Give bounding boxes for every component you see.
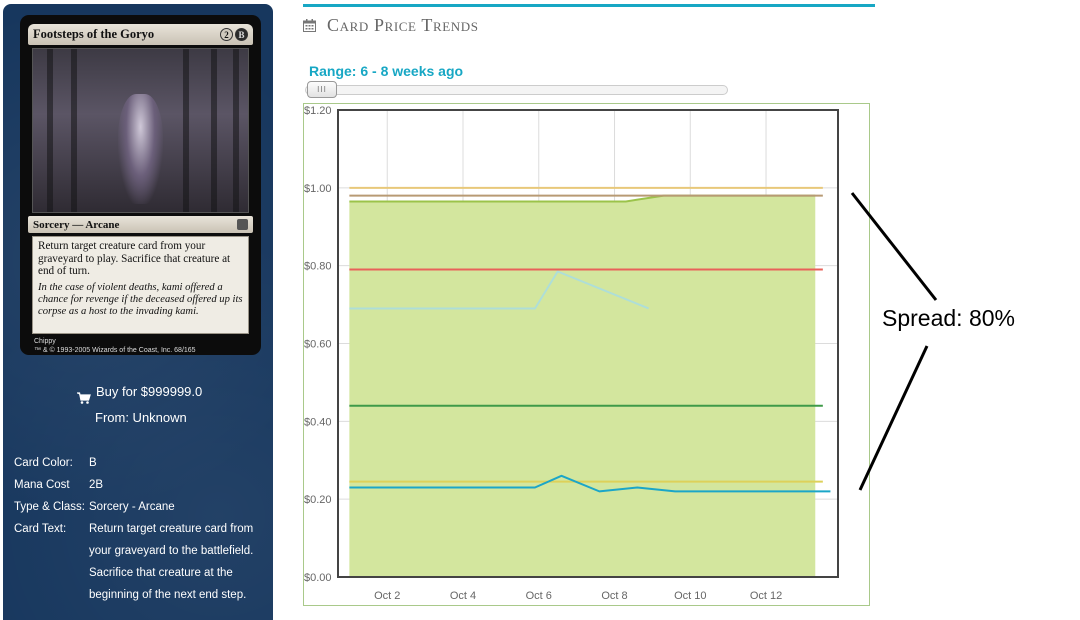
detail-value: Sorcery - Arcane — [89, 501, 175, 513]
calendar-icon — [303, 19, 316, 32]
series-line — [349, 474, 831, 493]
annotation-line-bottom — [858, 345, 929, 491]
x-tick-label: Oct 6 — [526, 590, 552, 602]
card-type-bar: Sorcery — Arcane — [28, 216, 253, 233]
series-line — [349, 270, 649, 310]
card-title-bar: Footsteps of the Goryo 2 B — [28, 24, 253, 45]
card-footer: Chippy ™ & © 1993-2005 Wizards of the Co… — [28, 337, 253, 355]
detail-row: Mana Cost 2B — [14, 474, 269, 496]
detail-label: Mana Cost — [14, 479, 70, 491]
spread-annotation: Spread: 80% — [882, 305, 1015, 331]
y-tick-label: $0.00 — [304, 572, 332, 584]
y-tick-label: $0.40 — [304, 416, 332, 428]
detail-value: Return target creature card from your gr… — [89, 523, 254, 601]
detail-value: B — [89, 457, 97, 469]
plot-border — [337, 109, 839, 578]
cart-icon — [77, 392, 91, 404]
mana-generic-icon: 2 — [220, 28, 233, 41]
x-tick-label: Oct 4 — [450, 590, 476, 602]
buy-source: From: Unknown — [95, 410, 187, 425]
y-tick-label: $1.20 — [304, 105, 332, 117]
range-slider-track[interactable] — [305, 85, 728, 95]
card-rules-text: Return target creature card from your gr… — [38, 240, 231, 277]
card-image: Footsteps of the Goryo 2 B Sorcery — Arc… — [20, 15, 261, 355]
detail-label: Card Color: — [14, 457, 73, 469]
section-divider — [303, 4, 875, 7]
price-chart-frame: $0.00 $0.20 $0.40 $0.60 $0.80 $1.00 $1.20 Oct 2… — [303, 103, 870, 606]
card-artwork — [32, 48, 249, 213]
detail-label: Type & Class: — [14, 501, 85, 513]
price-chart: $0.00 $0.20 $0.40 $0.60 $0.80 $1.00 $1.20 Oct 2… — [304, 105, 839, 602]
card-artist: Chippy — [34, 338, 56, 345]
card-panel: Footsteps of the Goryo 2 B Sorcery — Arc… — [3, 4, 273, 620]
section-title: Card Price Trends — [327, 15, 479, 35]
card-flavor-text: In the case of violent deaths, kami offe… — [38, 281, 243, 317]
y-tick-label: $0.80 — [304, 261, 332, 273]
detail-row: Card Text: Return target creature card f… — [14, 518, 269, 606]
card-textbox: Return target creature card from your gr… — [32, 236, 249, 334]
buy-price[interactable]: Buy for $999999.0 — [96, 384, 203, 399]
card-copyright: ™ & © 1993-2005 Wizards of the Coast, In… — [34, 347, 196, 354]
range-label: Range: 6 - 8 weeks ago — [309, 63, 464, 79]
kami-figure — [118, 94, 163, 204]
detail-label: Card Text: — [14, 523, 67, 535]
x-tick-label: Oct 8 — [601, 590, 627, 602]
y-tick-label: $0.20 — [304, 494, 332, 506]
annotation-line-top — [850, 192, 938, 301]
x-tick-label: Oct 2 — [374, 590, 400, 602]
detail-value: 2B — [89, 479, 104, 491]
y-tick-label: $1.00 — [304, 183, 332, 195]
card-type-line: Sorcery — Arcane — [33, 218, 120, 231]
card-details: Card Color: B Mana Cost 2B Type & Class:… — [14, 452, 269, 606]
set-symbol-icon — [237, 219, 248, 230]
detail-row: Type & Class: Sorcery - Arcane — [14, 496, 269, 518]
mana-symbols: 2 B — [220, 28, 248, 41]
card-name: Footsteps of the Goryo — [33, 27, 155, 41]
range-slider-handle[interactable]: III — [307, 81, 337, 98]
x-tick-label: Oct 12 — [750, 590, 782, 602]
mana-black-icon: B — [235, 28, 248, 41]
detail-row: Card Color: B — [14, 452, 269, 474]
x-tick-label: Oct 10 — [674, 590, 706, 602]
y-tick-label: $0.60 — [304, 339, 332, 351]
